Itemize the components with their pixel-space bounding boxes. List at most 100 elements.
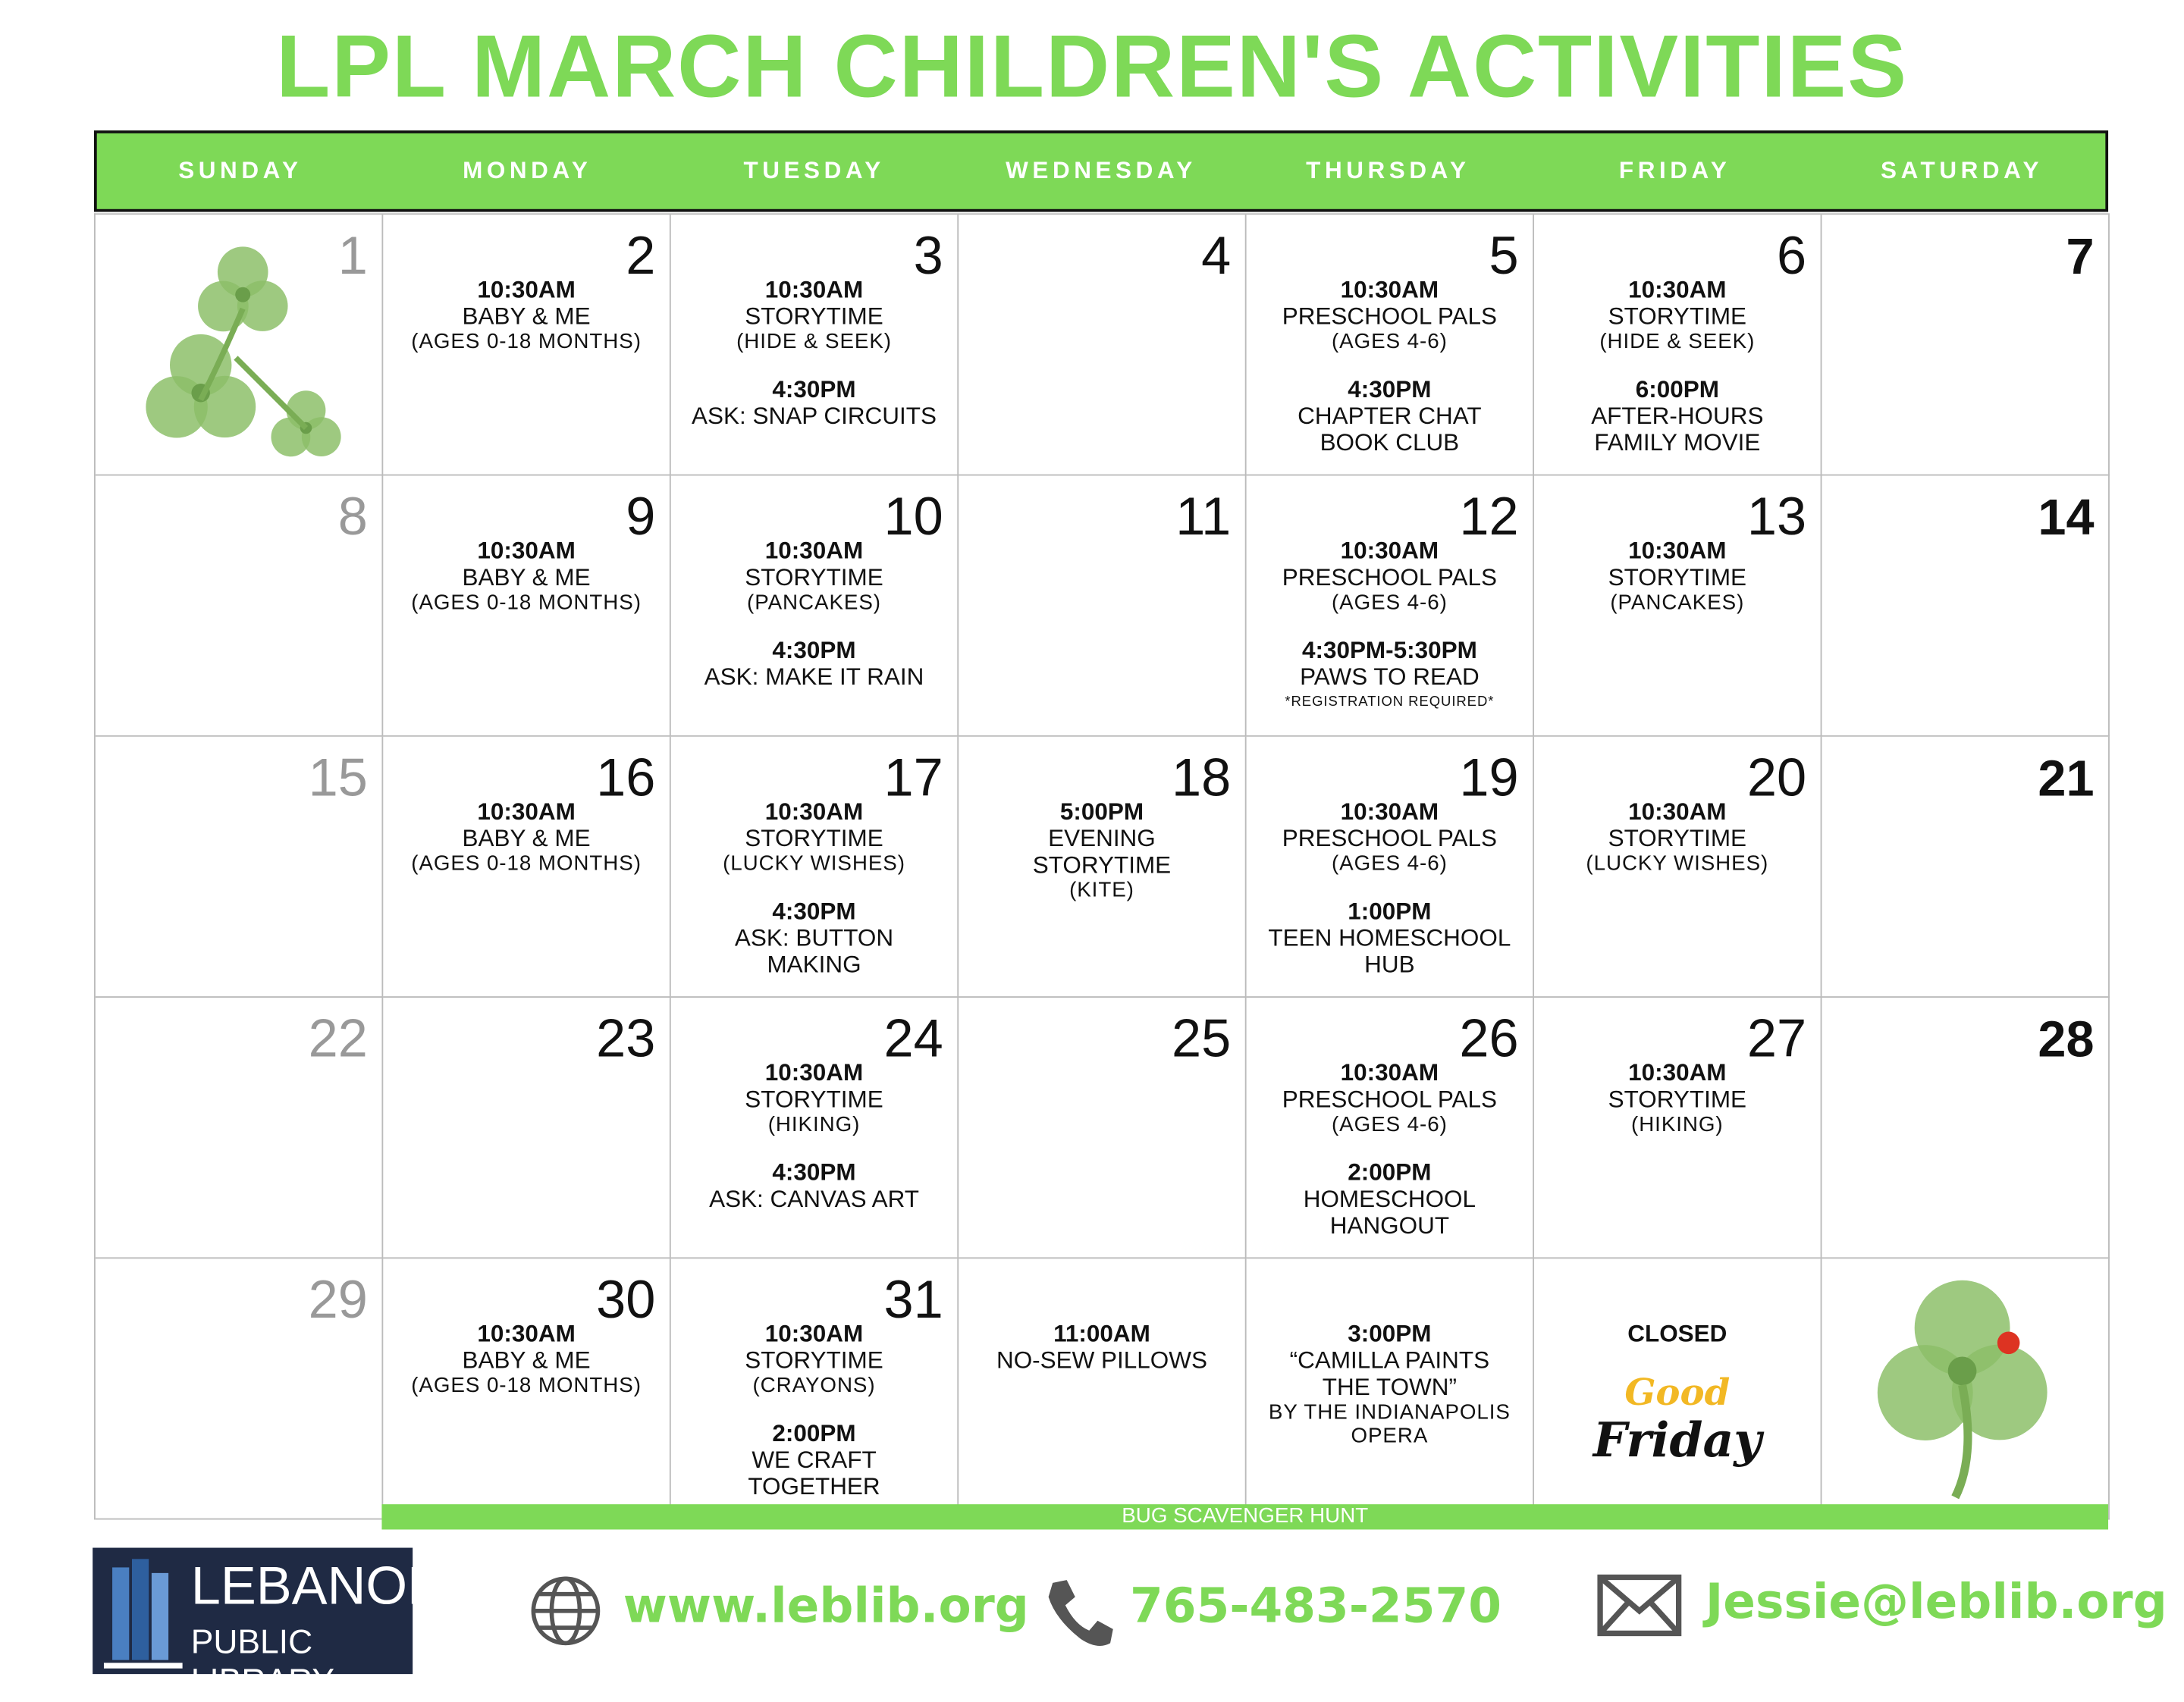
event-note: (AGES 0-18 MONTHS) bbox=[411, 851, 642, 876]
day-number: 7 bbox=[2066, 227, 2095, 285]
event-title: STORYTIME bbox=[1608, 564, 1747, 591]
weekday: SUNDAY bbox=[178, 157, 303, 184]
event-title: HOMESCHOOL bbox=[1303, 1186, 1476, 1213]
day-number: 15 bbox=[308, 749, 368, 809]
day-number: 16 bbox=[596, 749, 656, 809]
event: 4:30PM ASK: BUTTON MAKING bbox=[671, 898, 958, 979]
event-title: STORYTIME bbox=[745, 564, 883, 591]
event-title: BOOK CLUB bbox=[1320, 429, 1460, 456]
day-cell: 10 10:30AM STORYTIME (PANCAKES) 4:30PM ASK: M… bbox=[670, 475, 959, 737]
event-title: BABY & ME bbox=[462, 825, 591, 852]
calendar-grid: 1 2 10:30AM BABY & ME (AGES 0-18 MONTHS) 3 10:… bbox=[94, 213, 2110, 1520]
logo-books bbox=[103, 1559, 183, 1669]
event-time: 10:30AM bbox=[1628, 537, 1727, 565]
event-time: 10:30AM bbox=[1340, 1059, 1439, 1086]
event-time: 10:30AM bbox=[764, 1059, 864, 1086]
event-title: BABY & ME bbox=[462, 564, 591, 591]
event: 10:30AM STORYTIME (PANCAKES) bbox=[1534, 538, 1821, 615]
event-time: 10:30AM bbox=[1340, 537, 1439, 565]
day-cell: 3 10:30AM STORYTIME (HIDE & SEEK) 4:30PM ASK:… bbox=[670, 215, 959, 476]
event-title: ASK: CANVAS ART bbox=[709, 1186, 919, 1213]
event-note: (AGES 4-6) bbox=[1332, 1112, 1448, 1137]
event-note: (AGES 4-6) bbox=[1332, 851, 1448, 876]
event-time: 3:00PM bbox=[1348, 1320, 1432, 1347]
event-title: PAWS TO READ bbox=[1300, 663, 1480, 691]
event-time: 10:30AM bbox=[764, 798, 864, 826]
event-title: ASK: BUTTON bbox=[734, 924, 894, 951]
event-note: (LUCKY WISHES) bbox=[1586, 851, 1769, 876]
day-number: 31 bbox=[883, 1271, 943, 1331]
day-number: 12 bbox=[1459, 488, 1519, 547]
event: 10:30AM BABY & ME (AGES 0-18 MONTHS) bbox=[383, 798, 670, 876]
day-cell: 18 5:00PM EVENING STORYTIME (KITE) bbox=[959, 736, 1247, 998]
phone-icon bbox=[1048, 1580, 1113, 1646]
day-cell: 25 bbox=[959, 997, 1247, 1259]
logo: LEBANON PUBLIC LIBRARY bbox=[93, 1547, 446, 1700]
script-text: Friday bbox=[1592, 1412, 1762, 1469]
event: CLOSED bbox=[1534, 1321, 1821, 1347]
script-text: Good bbox=[1624, 1372, 1731, 1415]
event-note: (AGES 0-18 MONTHS) bbox=[411, 591, 642, 615]
day-cell: 8 bbox=[95, 475, 384, 737]
day-number: 21 bbox=[2038, 749, 2095, 807]
event-note: (KITE) bbox=[1069, 878, 1134, 903]
event-title: AFTER-HOURS bbox=[1591, 403, 1764, 430]
weekday-header: SUNDAY MONDAY TUESDAY WEDNESDAY THURSDAY FRID… bbox=[94, 130, 2109, 212]
event-title: NO-SEW PILLOWS bbox=[996, 1346, 1207, 1374]
event: 4:30PM ASK: MAKE IT RAIN bbox=[671, 637, 958, 690]
event-note: (PANCAKES) bbox=[747, 591, 881, 615]
event-title: BABY & ME bbox=[462, 302, 591, 330]
event-note: (PANCAKES) bbox=[1610, 591, 1745, 615]
day-cell: 4 bbox=[959, 215, 1247, 476]
event: 10:30AM PRESCHOOL PALS (AGES 4-6) bbox=[1247, 538, 1533, 615]
event: 10:30AM BABY & ME (AGES 0-18 MONTHS) bbox=[383, 1321, 670, 1398]
event: 10:30AM PRESCHOOL PALS (AGES 4-6) bbox=[1247, 798, 1533, 876]
day-cell: 1 bbox=[95, 215, 384, 476]
day-number: 9 bbox=[626, 488, 656, 547]
event-time: 6:00PM bbox=[1635, 376, 1719, 403]
day-cell: 15 bbox=[95, 736, 384, 998]
event-title: STORYTIME bbox=[1608, 302, 1747, 330]
event: 4:30PM CHAPTER CHAT BOOK CLUB bbox=[1247, 376, 1533, 456]
day-cell: 6 10:30AM STORYTIME (HIDE & SEEK) 6:00PM AFTE… bbox=[1534, 215, 1822, 476]
event-time: 4:30PM-5:30PM bbox=[1301, 637, 1477, 664]
event-title: “CAMILLA PAINTS bbox=[1289, 1346, 1490, 1374]
day-cell: 28 bbox=[1822, 997, 2110, 1259]
event-title: STORYTIME bbox=[745, 1086, 883, 1113]
day-number: 8 bbox=[337, 488, 368, 547]
event-title: STORYTIME bbox=[745, 302, 883, 330]
day-cell: 2 10:30AM BABY & ME (AGES 0-18 MONTHS) bbox=[383, 215, 671, 476]
weekday: TUESDAY bbox=[743, 157, 885, 184]
event-time: 10:30AM bbox=[764, 1320, 864, 1347]
mail-icon bbox=[1597, 1574, 1682, 1637]
phone: 765-483-2570 bbox=[1129, 1578, 1502, 1635]
day-number: 2 bbox=[626, 227, 656, 287]
day-number: 5 bbox=[1489, 227, 1519, 287]
event-time: 2:00PM bbox=[1348, 1158, 1432, 1186]
event-note: (HIDE & SEEK) bbox=[1599, 329, 1756, 354]
weekday: WEDNESDAY bbox=[1006, 157, 1197, 184]
event: 2:00PM HOMESCHOOL HANGOUT bbox=[1247, 1159, 1533, 1240]
event: 10:30AM STORYTIME (PANCAKES) bbox=[671, 538, 958, 615]
event-title: STORYTIME bbox=[745, 1346, 883, 1374]
clover-illustration bbox=[146, 246, 341, 457]
day-number: 20 bbox=[1746, 749, 1807, 809]
event-time: 10:30AM bbox=[1340, 276, 1439, 303]
day-number: 1 bbox=[337, 227, 368, 287]
good-friday: Good Friday bbox=[1534, 1369, 1821, 1465]
event-title: STORYTIME bbox=[1608, 1086, 1747, 1113]
day-cell: 17 10:30AM STORYTIME (LUCKY WISHES) 4:30PM AS… bbox=[670, 736, 959, 998]
event-title: ASK: SNAP CIRCUITS bbox=[692, 403, 937, 430]
event-time: 4:30PM bbox=[1348, 376, 1432, 403]
weekday: THURSDAY bbox=[1306, 157, 1470, 184]
event-note: (CRAYONS) bbox=[752, 1374, 876, 1398]
day-cell bbox=[1822, 1258, 2110, 1520]
event-time: 4:30PM bbox=[772, 898, 856, 925]
day-cell: 23 bbox=[383, 997, 671, 1259]
title: LPL MARCH CHILDREN'S ACTIVITIES bbox=[276, 18, 1908, 117]
day-cell: 20 10:30AM STORYTIME (LUCKY WISHES) bbox=[1534, 736, 1822, 998]
event-note: (HIKING) bbox=[1631, 1112, 1724, 1137]
event-title: MAKING bbox=[767, 951, 861, 979]
event: 10:30AM STORYTIME (LUCKY WISHES) bbox=[1534, 798, 1821, 876]
